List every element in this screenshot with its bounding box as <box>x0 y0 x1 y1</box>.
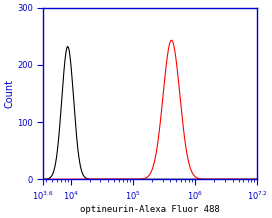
Y-axis label: Count: Count <box>4 79 14 108</box>
X-axis label: optineurin-Alexa Fluor 488: optineurin-Alexa Fluor 488 <box>80 205 220 214</box>
